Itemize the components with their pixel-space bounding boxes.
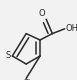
Text: O: O — [39, 9, 45, 18]
Text: Cl: Cl — [22, 79, 30, 80]
Text: OH: OH — [65, 24, 77, 33]
Text: S: S — [6, 52, 11, 60]
